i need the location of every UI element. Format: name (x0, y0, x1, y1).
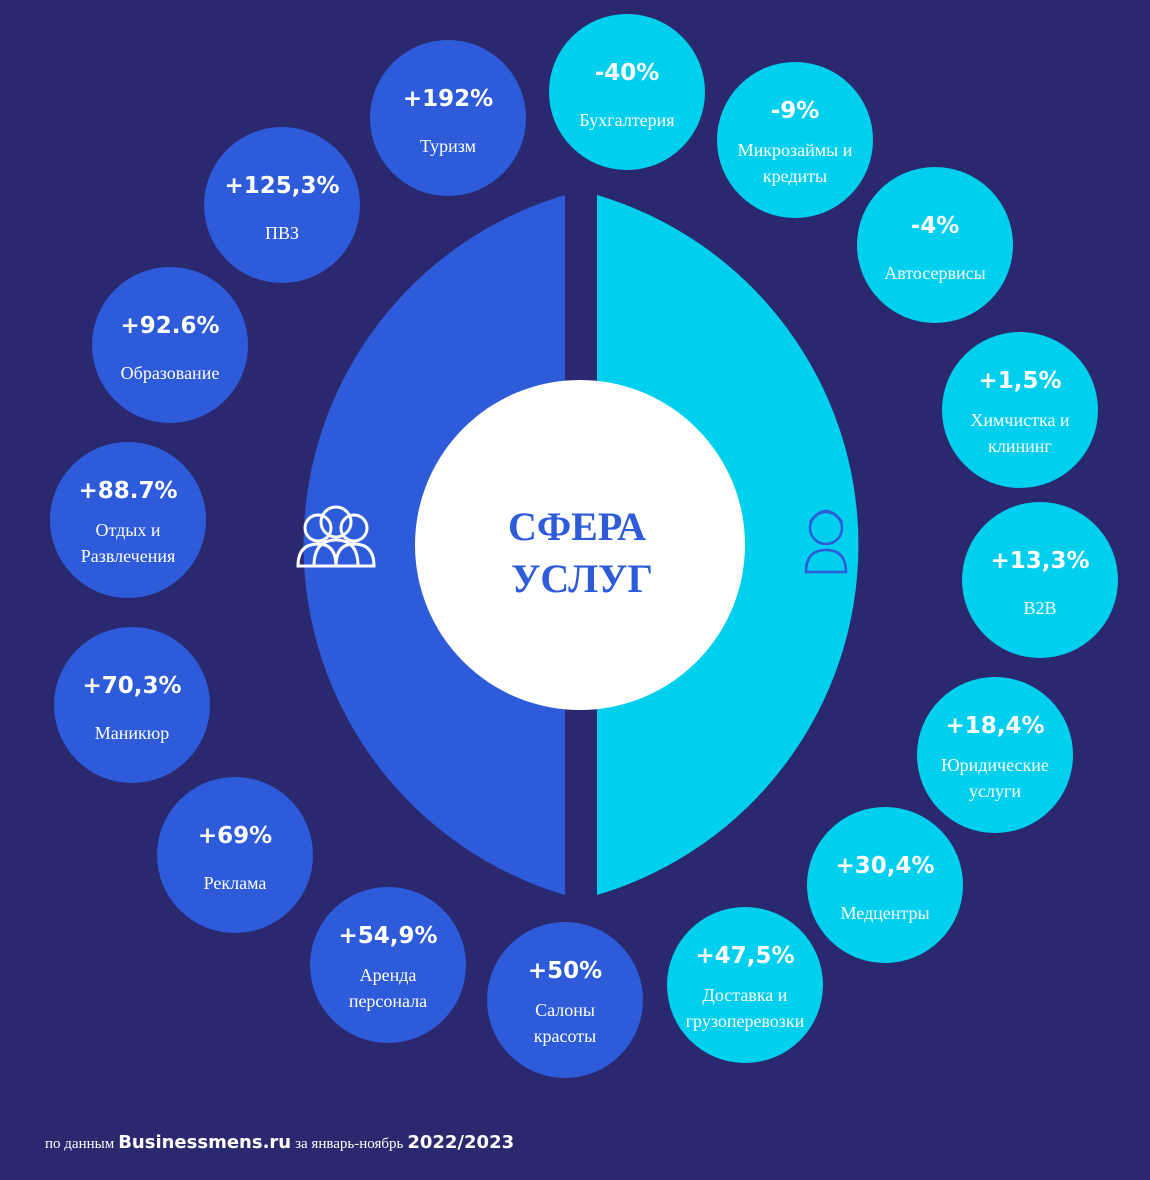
bubble-label: Доставка и (703, 985, 788, 1005)
bubble-value: +18,4% (945, 713, 1044, 739)
bubble-label: ПВЗ (265, 223, 299, 243)
footer-text: за январь-ноябрь (295, 1136, 403, 1152)
bubble-circle (917, 677, 1073, 833)
bubble-circle (549, 14, 705, 170)
bubble: -4% Автосервисы (857, 167, 1013, 323)
bubble-label: Микрозаймы и (738, 140, 853, 160)
footer-years: 2022/2023 (407, 1132, 514, 1153)
bubble-circle (487, 922, 643, 1078)
bubble-label: услуги (969, 781, 1021, 801)
bubble-label: грузоперевозки (686, 1011, 805, 1031)
person-icon (804, 509, 848, 574)
bubble: +30,4% Медцентры (807, 807, 963, 963)
bubble-circle (370, 40, 526, 196)
bubble-label: Салоны (535, 1000, 595, 1020)
bubble-value: -4% (911, 213, 960, 239)
bubble: +54,9% Аренда персонала (310, 887, 466, 1043)
bubble-label: красоты (534, 1026, 596, 1046)
people-icon (296, 505, 376, 568)
bubble-circle (204, 127, 360, 283)
bubble-label: Аренда (360, 965, 417, 985)
bubble: +92.6% Образование (92, 267, 248, 423)
bubble-value: +70,3% (82, 673, 181, 699)
bubble-value: +69% (198, 823, 272, 849)
bubble: -40% Бухгалтерия (549, 14, 705, 170)
bubble-label: Туризм (420, 136, 476, 156)
bubble-label: клининг (988, 436, 1052, 456)
bubble-circle (942, 332, 1098, 488)
bubble-label: персонала (349, 991, 427, 1011)
bubble-label: Медцентры (840, 903, 929, 923)
title-line: СФЕРА (508, 504, 646, 549)
bubble-label: Химчистка и (970, 410, 1070, 430)
bubble-circle (667, 907, 823, 1063)
bubble-label: Развлечения (81, 546, 175, 566)
center-circle (415, 380, 745, 710)
bubble-circle (857, 167, 1013, 323)
title-line: УСЛУГ (511, 556, 653, 601)
bubble-circle (717, 62, 873, 218)
bubble: +13,3% B2B (962, 502, 1118, 658)
bubble: +1,5% Химчистка и клининг (942, 332, 1098, 488)
bubble-circle (962, 502, 1118, 658)
bubble-circle (50, 442, 206, 598)
bubble-value: +30,4% (835, 853, 934, 879)
bubble-label: Образование (121, 363, 220, 383)
bubble-value: +92.6% (120, 313, 219, 339)
bubble: +125,3% ПВЗ (204, 127, 360, 283)
bubble: +18,4% Юридические услуги (917, 677, 1073, 833)
bubble-value: -40% (595, 60, 660, 86)
bubble-circle (92, 267, 248, 423)
bubble: +47,5% Доставка и грузоперевозки (667, 907, 823, 1063)
bubble-circle (310, 887, 466, 1043)
bubble-value: +47,5% (695, 943, 794, 969)
bubble-label: Маникюр (95, 723, 169, 743)
bubble-circle (54, 627, 210, 783)
bubble-value: +50% (528, 958, 602, 984)
footer-brand: Businessmens.ru (118, 1132, 291, 1153)
bubble-value: +1,5% (978, 368, 1061, 394)
bubble-label: Отдых и (95, 520, 160, 540)
bubble-label: кредиты (763, 166, 827, 186)
bubble: +88.7% Отдых и Развлечения (50, 442, 206, 598)
footer: по данным Businessmens.ru за январь-нояб… (45, 1132, 514, 1153)
bubble-circle (807, 807, 963, 963)
bubble: +70,3% Маникюр (54, 627, 210, 783)
bubble: +192% Туризм (370, 40, 526, 196)
bubble-value: -9% (771, 98, 820, 124)
footer-text: по данным (45, 1136, 115, 1152)
bubble: +50% Салоны красоты (487, 922, 643, 1078)
bubble-label: Реклама (204, 873, 267, 893)
bubble-value: +13,3% (990, 548, 1089, 574)
bubble: +69% Реклама (157, 777, 313, 933)
bubble-label: Автосервисы (884, 263, 986, 283)
bubble-label: B2B (1023, 598, 1056, 618)
title: СФЕРА УСЛУГ (508, 504, 656, 601)
bubble: -9% Микрозаймы и кредиты (717, 62, 873, 218)
bubble-label: Юридические (941, 755, 1049, 775)
bubble-value: +125,3% (224, 173, 339, 199)
bubble-label: Бухгалтерия (579, 110, 674, 130)
bubble-value: +192% (403, 86, 493, 112)
bubble-value: +54,9% (338, 923, 437, 949)
bubble-value: +88.7% (78, 478, 177, 504)
bubble-circle (157, 777, 313, 933)
